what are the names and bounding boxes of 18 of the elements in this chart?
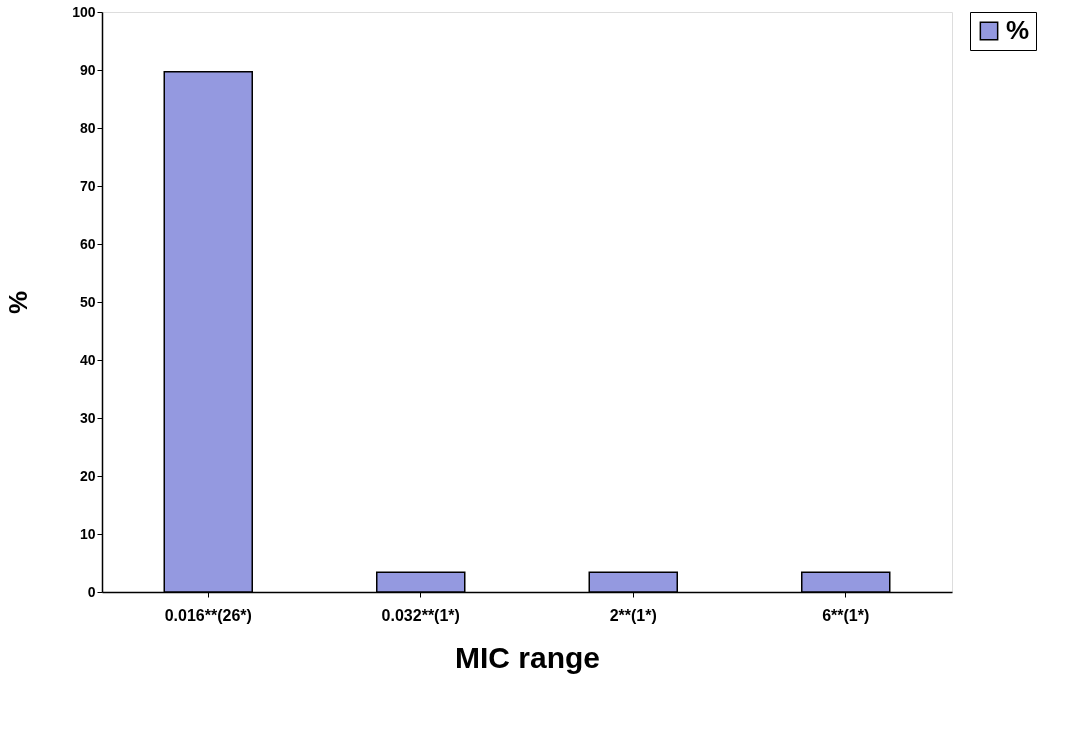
x-tick-label: 0.016**(26*) bbox=[164, 606, 252, 624]
y-tick-label: 20 bbox=[79, 467, 96, 484]
x-axis-title: MIC range bbox=[454, 640, 601, 674]
y-tick-label: 60 bbox=[79, 235, 96, 252]
y-tick-label: 70 bbox=[79, 177, 96, 194]
y-tick-label: 100 bbox=[72, 3, 96, 20]
legend-label: % bbox=[1006, 15, 1030, 45]
x-tick-label: 0.032**(1*) bbox=[381, 606, 460, 624]
y-tick-label: 90 bbox=[79, 61, 96, 78]
x-tick-label: 6**(1*) bbox=[822, 606, 870, 624]
y-tick-label: 10 bbox=[79, 525, 96, 542]
y-tick-label: 80 bbox=[79, 119, 96, 136]
y-axis-title: % bbox=[3, 290, 34, 315]
y-tick-label: 30 bbox=[79, 409, 96, 426]
y-tick-label: 0 bbox=[87, 583, 96, 600]
y-tick-label: 50 bbox=[79, 293, 96, 310]
x-tick-label: 2**(1*) bbox=[609, 606, 657, 624]
y-tick-label: 40 bbox=[79, 351, 96, 368]
